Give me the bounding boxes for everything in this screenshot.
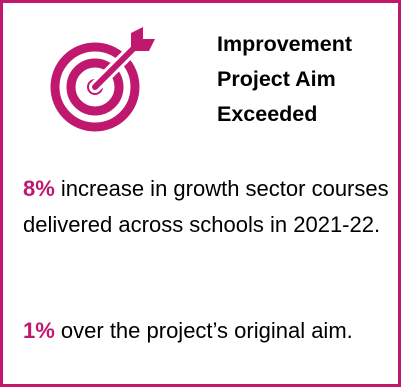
growth-statement: 8% increase in growth sector courses del… (23, 171, 393, 243)
growth-statement-text: increase in growth sector courses delive… (23, 176, 389, 237)
title-line-2: Project Aim (217, 67, 336, 91)
aim-statement: 1% over the project’s original aim. (23, 313, 393, 349)
card-title: Improvement Project Aim Exceeded (217, 27, 393, 132)
title-line-1: Improvement (217, 32, 353, 56)
aim-percentage: 1% (23, 318, 55, 343)
title-line-3: Exceeded (217, 102, 318, 126)
target-with-arrow-icon (50, 27, 155, 132)
growth-percentage: 8% (23, 176, 55, 201)
aim-statement-text: over the project’s original aim. (54, 318, 353, 343)
